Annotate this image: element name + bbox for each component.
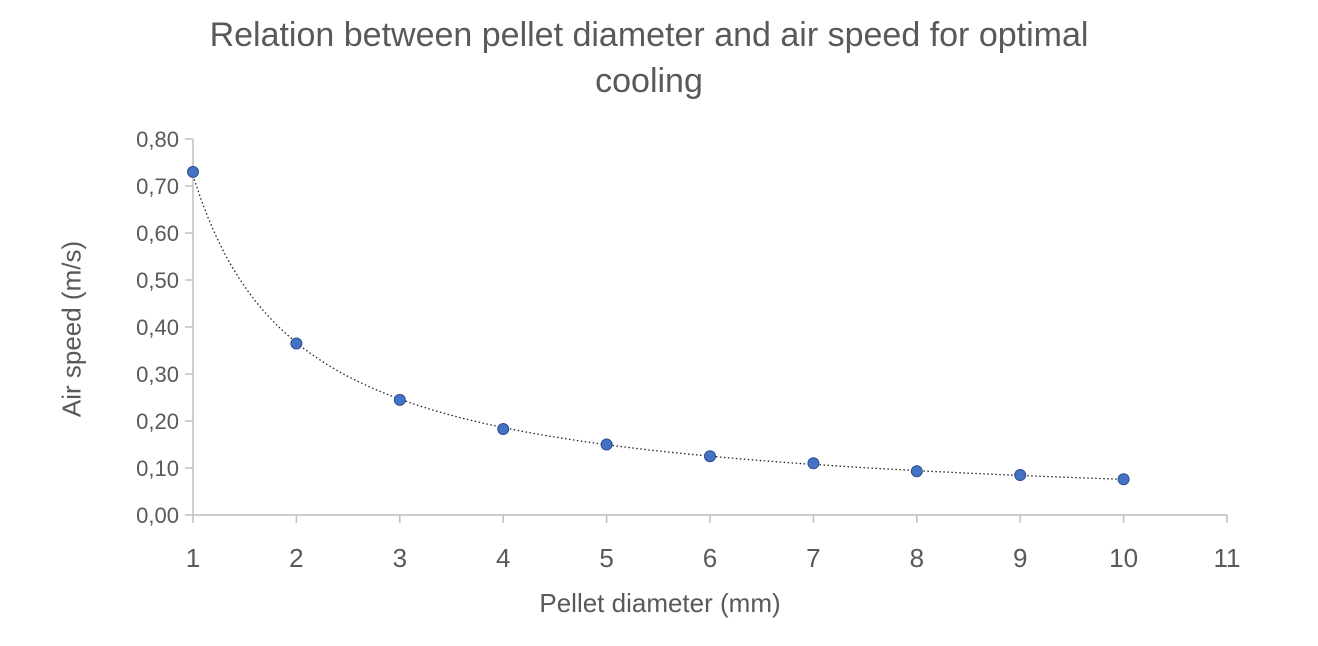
y-tick-label: 0,80	[136, 127, 179, 152]
x-tick-label: 10	[1109, 543, 1138, 573]
y-tick-label: 0,50	[136, 268, 179, 293]
data-point	[393, 393, 406, 406]
data-point	[600, 438, 613, 451]
x-tick-label: 1	[186, 543, 200, 573]
x-tick-label: 9	[1013, 543, 1027, 573]
y-tick-label: 0,20	[136, 409, 179, 434]
y-tick-label: 0,10	[136, 456, 179, 481]
x-tick-label: 7	[806, 543, 820, 573]
x-tick-label: 2	[289, 543, 303, 573]
data-point	[187, 165, 199, 178]
data-point	[497, 422, 510, 435]
y-tick-label: 0,70	[136, 174, 179, 199]
trendline	[192, 175, 1124, 480]
chart-title: Relation between pellet diameter and air…	[209, 16, 1089, 100]
data-point	[1014, 469, 1027, 482]
data-point	[704, 450, 716, 463]
x-tick-label: 11	[1214, 543, 1241, 573]
y-tick-label: 0,00	[136, 503, 179, 528]
x-tick-label: 5	[599, 543, 613, 573]
y-tick-label: 0,60	[136, 221, 179, 246]
data-point	[290, 337, 303, 350]
y-tick-label: 0,40	[136, 315, 179, 340]
x-tick-label: 8	[910, 543, 924, 573]
y-tick-label: 0,30	[136, 362, 179, 387]
data-point	[1117, 473, 1130, 486]
x-tick-label: 3	[393, 543, 407, 573]
data-point	[910, 465, 923, 478]
x-tick-label: 4	[496, 543, 510, 573]
x-axis-label: Pellet diameter (mm)	[539, 588, 781, 618]
x-tick-label: 6	[703, 543, 717, 573]
data-point	[807, 457, 820, 470]
